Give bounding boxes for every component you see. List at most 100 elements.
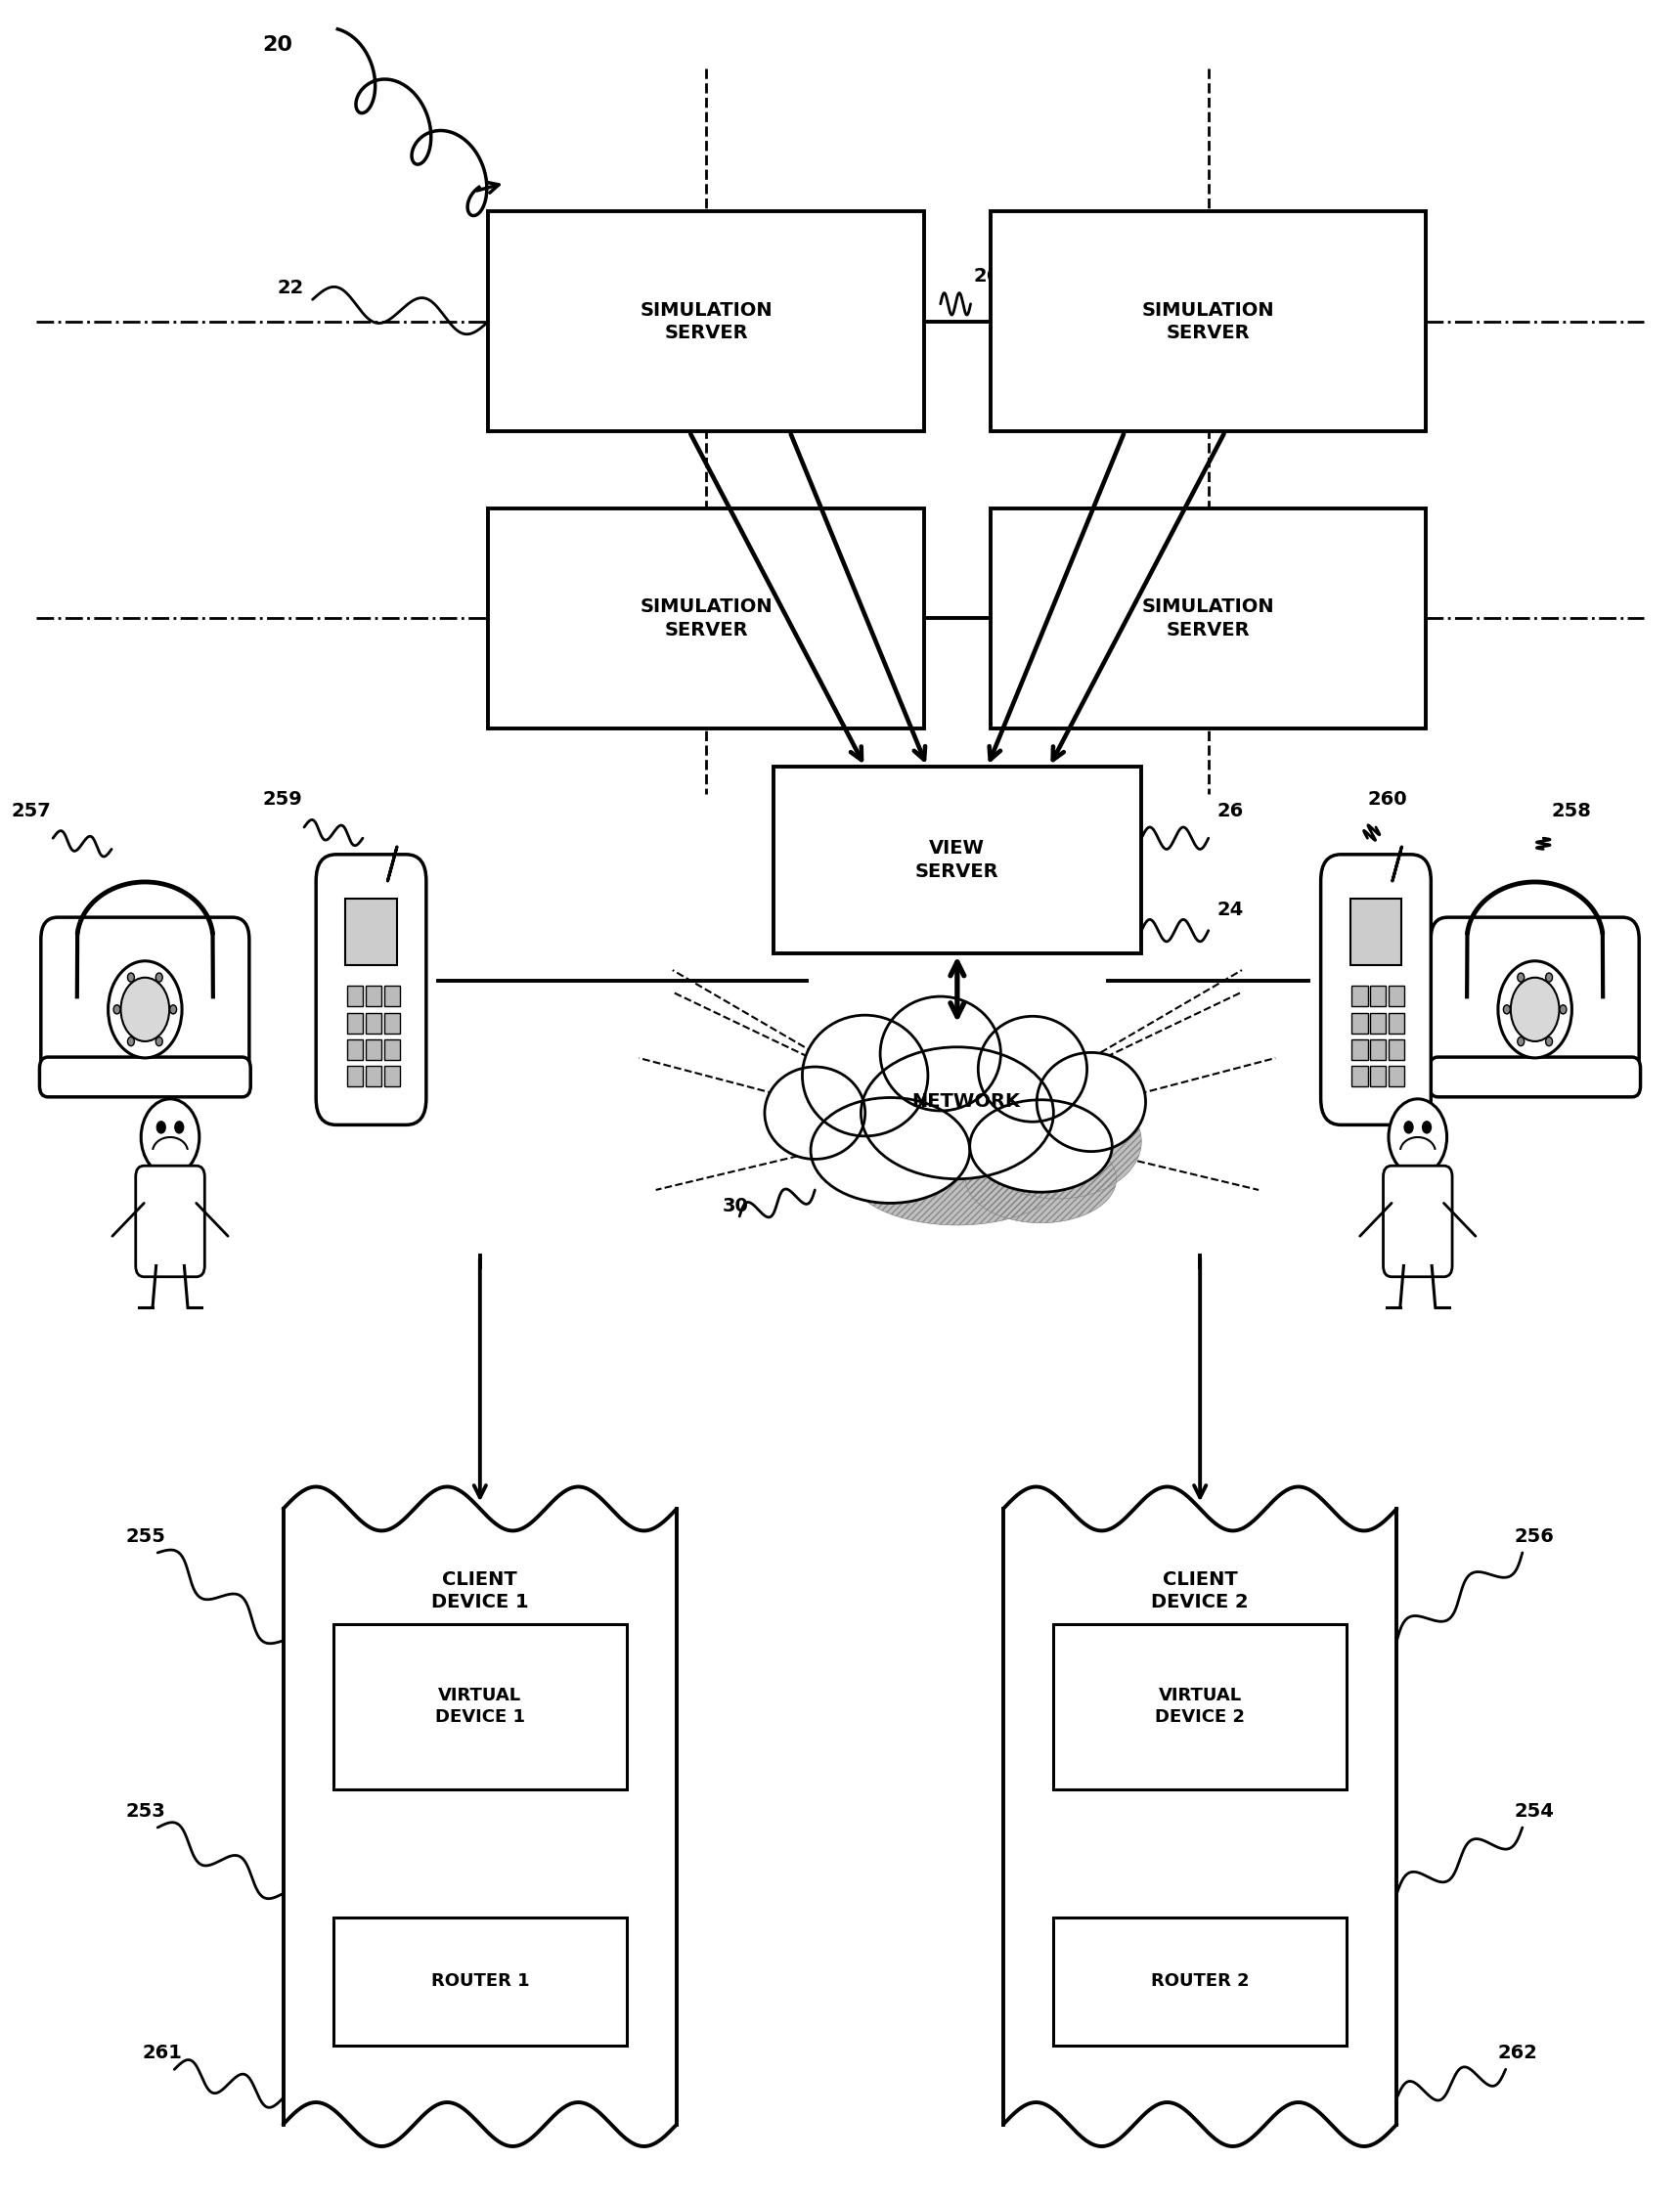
Circle shape	[114, 1005, 121, 1014]
Bar	[1371, 985, 1386, 1007]
FancyBboxPatch shape	[1383, 1166, 1452, 1276]
Bar	[991, 212, 1426, 432]
Bar	[348, 1012, 363, 1034]
Bar	[385, 1067, 400, 1087]
Text: VIEW
SERVER: VIEW SERVER	[916, 840, 1000, 882]
Bar	[1371, 1040, 1386, 1060]
Bar	[385, 985, 400, 1007]
Bar	[385, 1040, 400, 1060]
Bar	[348, 1040, 363, 1060]
Text: SIMULATION
SERVER: SIMULATION SERVER	[640, 597, 773, 639]
Text: 256: 256	[1514, 1527, 1554, 1545]
Text: 261: 261	[143, 2043, 183, 2063]
Circle shape	[1404, 1120, 1413, 1133]
FancyBboxPatch shape	[1431, 917, 1640, 1095]
Ellipse shape	[969, 1100, 1112, 1192]
Bar	[366, 985, 381, 1007]
Bar	[284, 1510, 677, 2125]
Text: VIRTUAL
DEVICE 2: VIRTUAL DEVICE 2	[1156, 1686, 1245, 1726]
Text: SIMULATION
SERVER: SIMULATION SERVER	[640, 300, 773, 342]
Ellipse shape	[811, 1098, 969, 1203]
Text: 259: 259	[262, 791, 302, 809]
Bar	[1352, 1040, 1368, 1060]
FancyBboxPatch shape	[316, 855, 427, 1124]
Text: 254: 254	[1514, 1803, 1554, 1821]
Bar	[366, 1012, 381, 1034]
Circle shape	[1421, 1120, 1431, 1133]
Bar	[333, 1624, 627, 1790]
Circle shape	[175, 1120, 185, 1133]
Ellipse shape	[848, 1120, 1067, 1225]
Bar	[1003, 1510, 1396, 2125]
Circle shape	[156, 1120, 166, 1133]
Bar	[991, 509, 1426, 727]
Bar	[1053, 1624, 1347, 1790]
Ellipse shape	[803, 1016, 927, 1135]
Text: 30: 30	[722, 1197, 749, 1217]
Text: ROUTER 1: ROUTER 1	[430, 1973, 529, 1990]
Ellipse shape	[1037, 1054, 1146, 1150]
Text: 252: 252	[1443, 987, 1483, 1007]
Bar	[333, 1917, 627, 2045]
Bar	[489, 509, 924, 727]
FancyBboxPatch shape	[1320, 855, 1431, 1124]
Text: 258: 258	[1552, 802, 1591, 820]
Bar	[346, 899, 396, 965]
Bar	[1352, 1067, 1368, 1087]
Circle shape	[156, 1038, 163, 1047]
Text: VIRTUAL
DEVICE 1: VIRTUAL DEVICE 1	[435, 1686, 524, 1726]
Bar	[1389, 1040, 1404, 1060]
Text: 262: 262	[1497, 2043, 1537, 2063]
Bar	[773, 767, 1141, 954]
Circle shape	[1546, 1038, 1552, 1047]
Text: 26: 26	[974, 267, 1001, 287]
Ellipse shape	[966, 1135, 1116, 1223]
Circle shape	[121, 979, 170, 1040]
FancyBboxPatch shape	[40, 917, 249, 1095]
Bar	[489, 212, 924, 432]
Text: 257: 257	[12, 802, 50, 820]
Bar	[348, 1067, 363, 1087]
Text: CLIENT
DEVICE 1: CLIENT DEVICE 1	[432, 1569, 529, 1611]
Circle shape	[1559, 1005, 1566, 1014]
Ellipse shape	[974, 1084, 1141, 1199]
Bar	[1352, 985, 1368, 1007]
Circle shape	[1517, 972, 1524, 981]
Text: SIMULATION
SERVER: SIMULATION SERVER	[1142, 300, 1275, 342]
Bar	[1371, 1012, 1386, 1034]
Bar	[366, 1040, 381, 1060]
FancyBboxPatch shape	[1430, 1058, 1640, 1098]
Circle shape	[1510, 979, 1559, 1040]
Text: 255: 255	[126, 1527, 166, 1545]
Text: SIMULATION
SERVER: SIMULATION SERVER	[1142, 597, 1275, 639]
Circle shape	[170, 1005, 176, 1014]
Circle shape	[108, 961, 181, 1058]
Text: NETWORK: NETWORK	[911, 1093, 1020, 1111]
Text: ROUTER 2: ROUTER 2	[1151, 1973, 1250, 1990]
Circle shape	[156, 972, 163, 981]
Ellipse shape	[978, 1016, 1087, 1122]
Bar	[1352, 1012, 1368, 1034]
Circle shape	[141, 1100, 200, 1175]
Bar	[1389, 1067, 1404, 1087]
Bar	[1389, 985, 1404, 1007]
Text: CLIENT
DEVICE 2: CLIENT DEVICE 2	[1151, 1569, 1248, 1611]
Text: 22: 22	[277, 278, 304, 298]
Circle shape	[1499, 961, 1572, 1058]
Bar	[385, 1012, 400, 1034]
Text: 251: 251	[54, 987, 92, 1007]
Bar	[1351, 899, 1401, 965]
Ellipse shape	[880, 996, 1001, 1111]
Text: 26: 26	[1216, 802, 1243, 820]
Bar	[1389, 1012, 1404, 1034]
Circle shape	[1546, 972, 1552, 981]
Bar	[348, 985, 363, 1007]
Circle shape	[128, 1038, 134, 1047]
Ellipse shape	[860, 1047, 1053, 1179]
Bar	[1371, 1067, 1386, 1087]
Circle shape	[1389, 1100, 1446, 1175]
FancyBboxPatch shape	[40, 1058, 250, 1098]
Text: 20: 20	[262, 35, 292, 55]
Bar	[366, 1067, 381, 1087]
Text: 24: 24	[1216, 901, 1243, 919]
